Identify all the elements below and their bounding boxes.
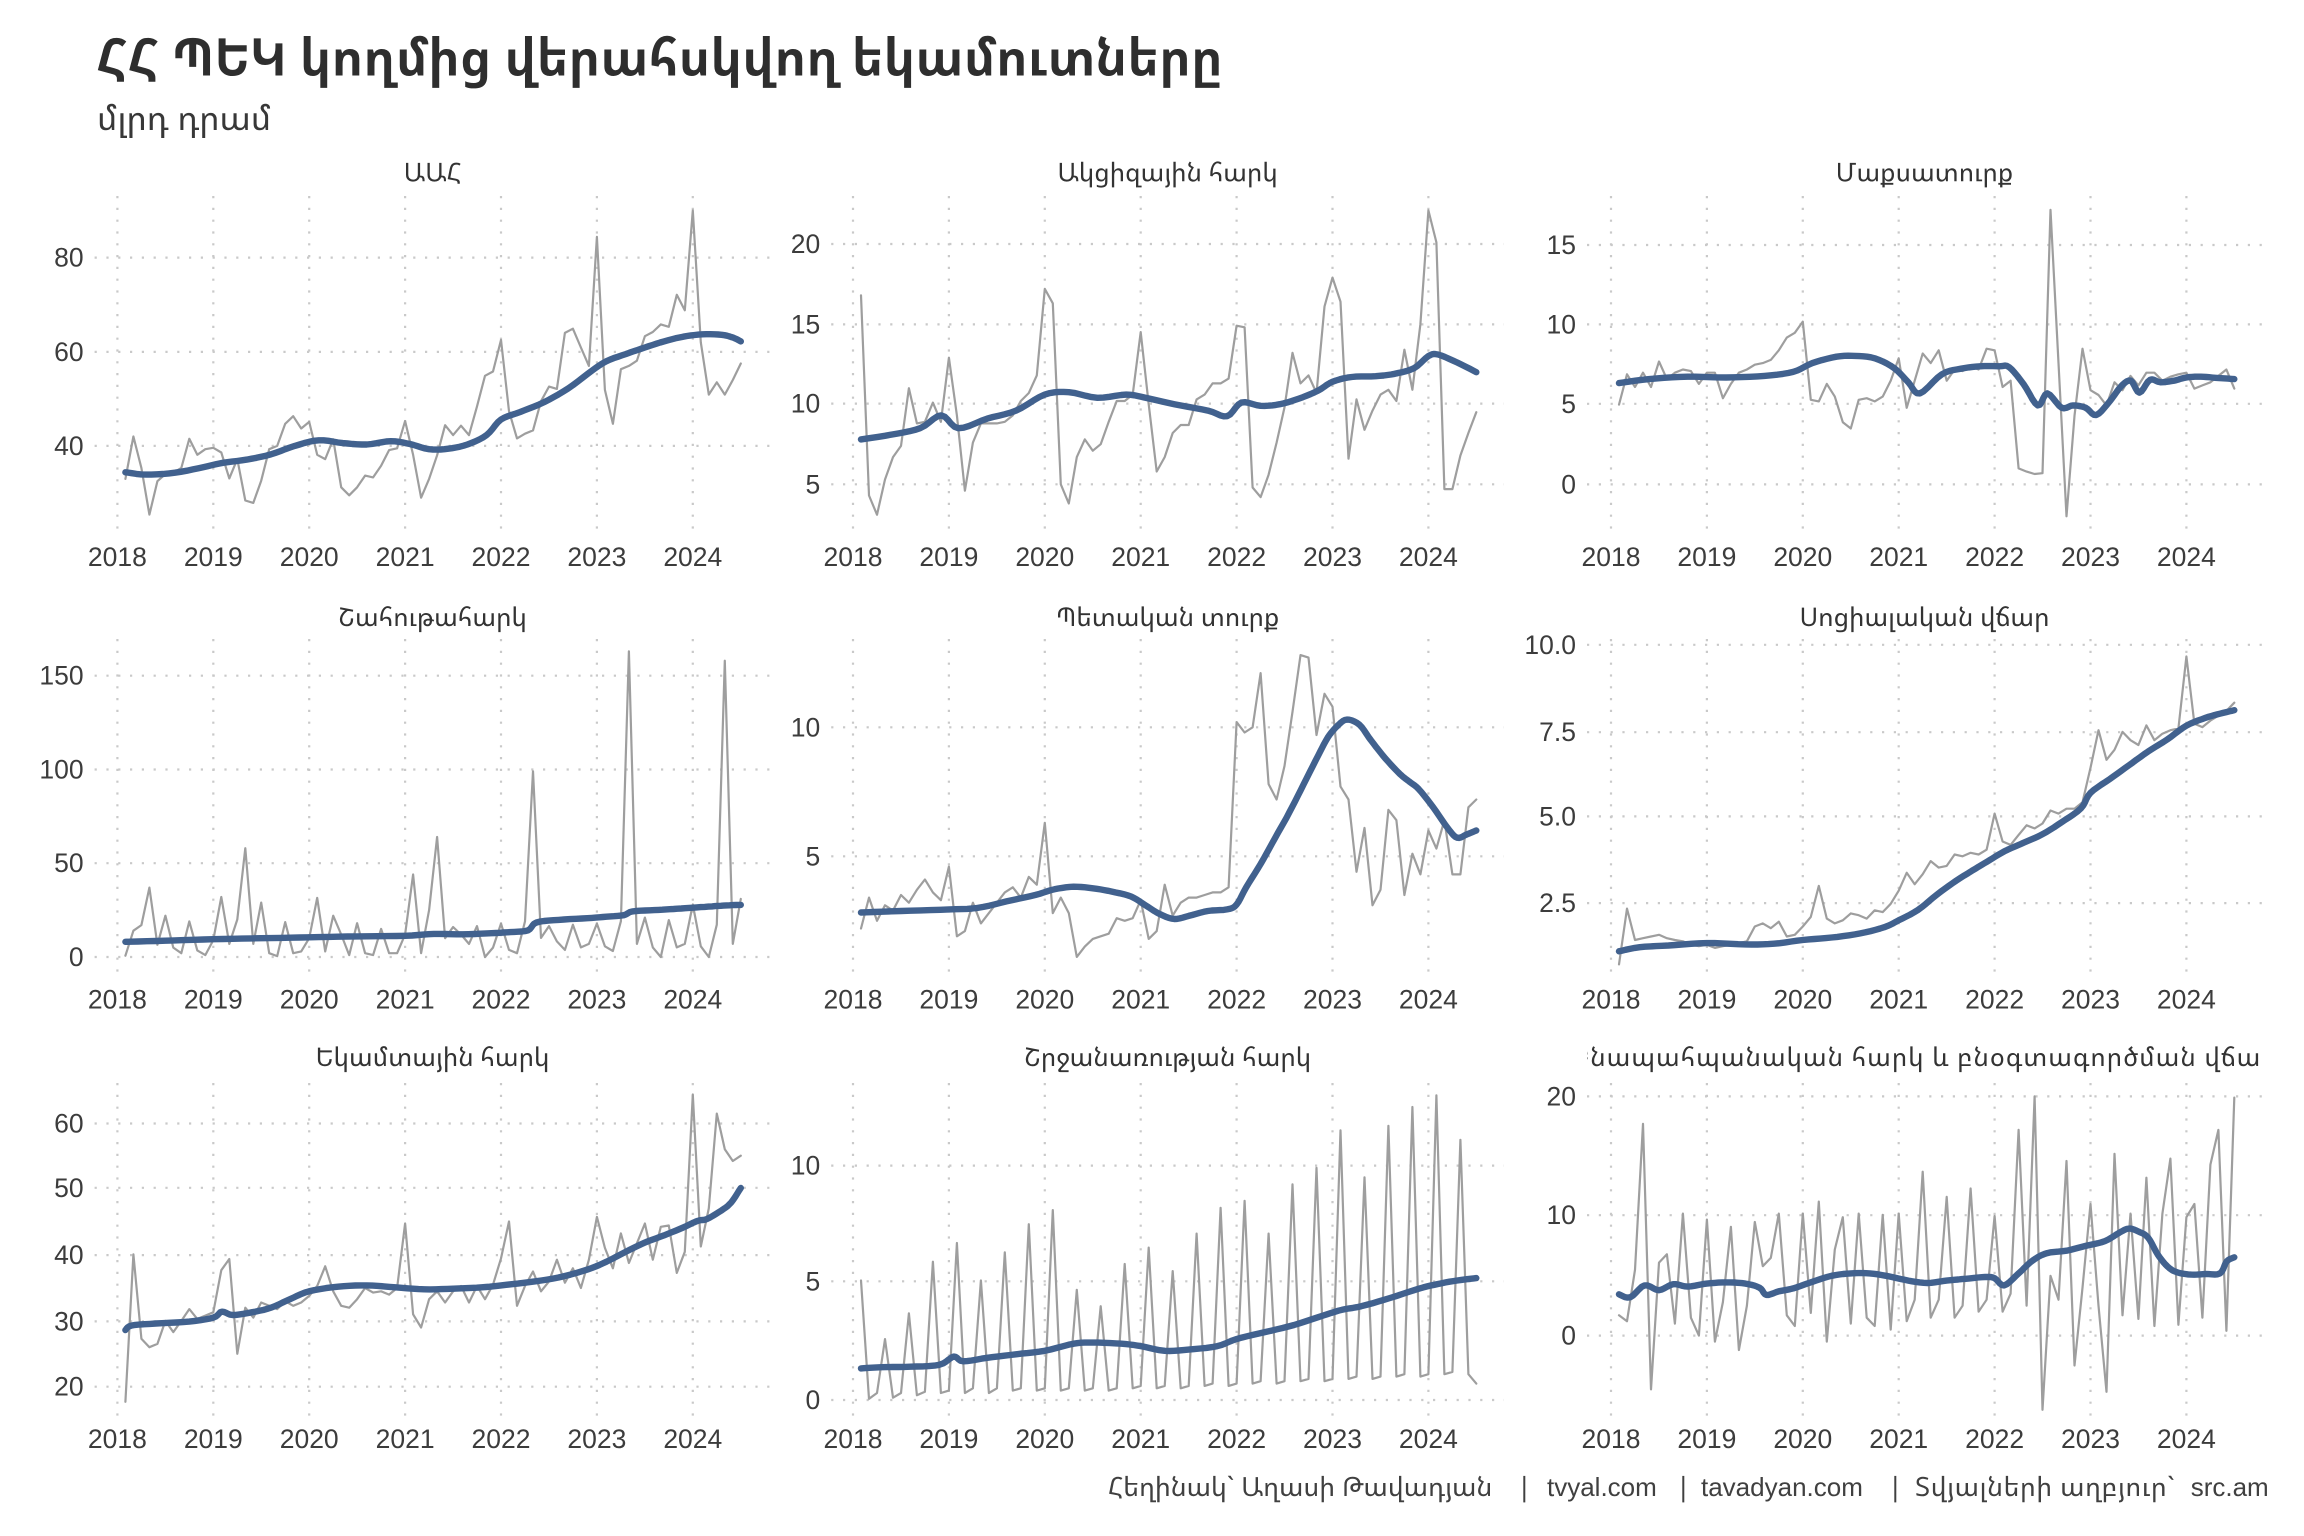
svg-text:5.0: 5.0 — [1539, 801, 1576, 831]
svg-text:2020: 2020 — [280, 542, 339, 572]
svg-text:2018: 2018 — [824, 1424, 883, 1454]
svg-text:2021: 2021 — [376, 542, 435, 572]
svg-text:2018: 2018 — [824, 542, 883, 572]
svg-text:50: 50 — [54, 1173, 83, 1203]
svg-text:2021: 2021 — [1111, 1424, 1170, 1454]
svg-text:150: 150 — [39, 661, 83, 691]
svg-text:15: 15 — [1547, 230, 1576, 260]
svg-text:40: 40 — [54, 1240, 83, 1270]
svg-text:2023: 2023 — [567, 985, 626, 1015]
svg-text:2020: 2020 — [1015, 1424, 1074, 1454]
svg-text:2019: 2019 — [184, 542, 243, 572]
svg-text:30: 30 — [54, 1306, 83, 1336]
svg-text:2024: 2024 — [2157, 1424, 2216, 1454]
svg-text:2019: 2019 — [1677, 1424, 1736, 1454]
svg-text:2018: 2018 — [1582, 985, 1641, 1015]
svg-text:20: 20 — [1547, 1081, 1576, 1111]
svg-text:80: 80 — [54, 243, 83, 273]
svg-text:2020: 2020 — [1773, 542, 1832, 572]
svg-text:10: 10 — [1547, 1200, 1576, 1230]
svg-text:15: 15 — [791, 309, 820, 339]
svg-text:10: 10 — [1547, 309, 1576, 339]
svg-text:2021: 2021 — [1869, 542, 1928, 572]
svg-text:2024: 2024 — [1399, 1424, 1458, 1454]
svg-text:2019: 2019 — [184, 1424, 243, 1454]
svg-text:0: 0 — [69, 942, 84, 972]
svg-text:2024: 2024 — [1399, 542, 1458, 572]
svg-text:2024: 2024 — [663, 985, 722, 1015]
svg-text:10: 10 — [791, 712, 820, 742]
svg-text:60: 60 — [54, 337, 83, 367]
svg-text:tvyal.com: tvyal.com — [1547, 1472, 1657, 1502]
svg-text:2021: 2021 — [1111, 542, 1170, 572]
svg-text:2019: 2019 — [919, 542, 978, 572]
svg-text:2022: 2022 — [472, 542, 531, 572]
svg-text:10.0: 10.0 — [1524, 630, 1576, 660]
svg-text:2023: 2023 — [567, 542, 626, 572]
svg-text:2022: 2022 — [1965, 542, 2024, 572]
svg-text:2018: 2018 — [824, 985, 883, 1015]
svg-text:2018: 2018 — [1582, 542, 1641, 572]
svg-text:5: 5 — [805, 469, 820, 499]
svg-text:2.5: 2.5 — [1539, 888, 1576, 918]
svg-text:0: 0 — [805, 1385, 820, 1415]
svg-text:2021: 2021 — [376, 985, 435, 1015]
svg-text:2024: 2024 — [663, 542, 722, 572]
svg-text:2018: 2018 — [88, 1424, 147, 1454]
svg-text:2019: 2019 — [1677, 985, 1736, 1015]
svg-text:2023: 2023 — [2061, 985, 2120, 1015]
svg-text:2023: 2023 — [1303, 1424, 1362, 1454]
svg-text:2022: 2022 — [1965, 1424, 2024, 1454]
svg-text:2019: 2019 — [919, 985, 978, 1015]
svg-text:2018: 2018 — [1582, 1424, 1641, 1454]
svg-text:2021: 2021 — [376, 1424, 435, 1454]
svg-text:0: 0 — [1561, 469, 1576, 499]
svg-text:2023: 2023 — [1303, 542, 1362, 572]
svg-text:2022: 2022 — [472, 1424, 531, 1454]
svg-text:20: 20 — [791, 229, 820, 259]
svg-text:2024: 2024 — [1399, 985, 1458, 1015]
svg-text:2024: 2024 — [2157, 985, 2216, 1015]
svg-text:2020: 2020 — [1015, 985, 1074, 1015]
svg-text:2019: 2019 — [1677, 542, 1736, 572]
svg-text:2020: 2020 — [280, 985, 339, 1015]
svg-text:2021: 2021 — [1111, 985, 1170, 1015]
svg-text:5: 5 — [805, 1266, 820, 1296]
svg-text:5: 5 — [805, 841, 820, 871]
svg-text:2018: 2018 — [88, 542, 147, 572]
svg-text:2024: 2024 — [2157, 542, 2216, 572]
svg-text:2024: 2024 — [663, 1424, 722, 1454]
svg-text:2020: 2020 — [1773, 985, 1832, 1015]
svg-text:0: 0 — [1561, 1321, 1576, 1351]
svg-text:2019: 2019 — [184, 985, 243, 1015]
svg-text:2021: 2021 — [1869, 985, 1928, 1015]
svg-text:2023: 2023 — [2061, 542, 2120, 572]
svg-text:100: 100 — [39, 755, 83, 785]
svg-text:10: 10 — [791, 1151, 820, 1181]
svg-text:2020: 2020 — [1015, 542, 1074, 572]
svg-text:20: 20 — [54, 1372, 83, 1402]
svg-text:2022: 2022 — [1207, 542, 1266, 572]
svg-text:10: 10 — [791, 389, 820, 419]
svg-text:2022: 2022 — [472, 985, 531, 1015]
svg-text:7.5: 7.5 — [1539, 717, 1576, 747]
svg-text:2022: 2022 — [1207, 1424, 1266, 1454]
svg-text:2022: 2022 — [1207, 985, 1266, 1015]
svg-text:5: 5 — [1561, 389, 1576, 419]
svg-text:2019: 2019 — [919, 1424, 978, 1454]
svg-text:2022: 2022 — [1965, 985, 2024, 1015]
svg-text:2018: 2018 — [88, 985, 147, 1015]
svg-text:2020: 2020 — [280, 1424, 339, 1454]
svg-text:2021: 2021 — [1869, 1424, 1928, 1454]
svg-text:tavadyan.com: tavadyan.com — [1701, 1472, 1863, 1502]
svg-text:src.am: src.am — [2191, 1472, 2269, 1502]
svg-text:40: 40 — [54, 431, 83, 461]
svg-text:2023: 2023 — [567, 1424, 626, 1454]
svg-text:2020: 2020 — [1773, 1424, 1832, 1454]
svg-text:50: 50 — [54, 848, 83, 878]
svg-text:2023: 2023 — [1303, 985, 1362, 1015]
svg-text:2023: 2023 — [2061, 1424, 2120, 1454]
svg-text:60: 60 — [54, 1109, 83, 1139]
